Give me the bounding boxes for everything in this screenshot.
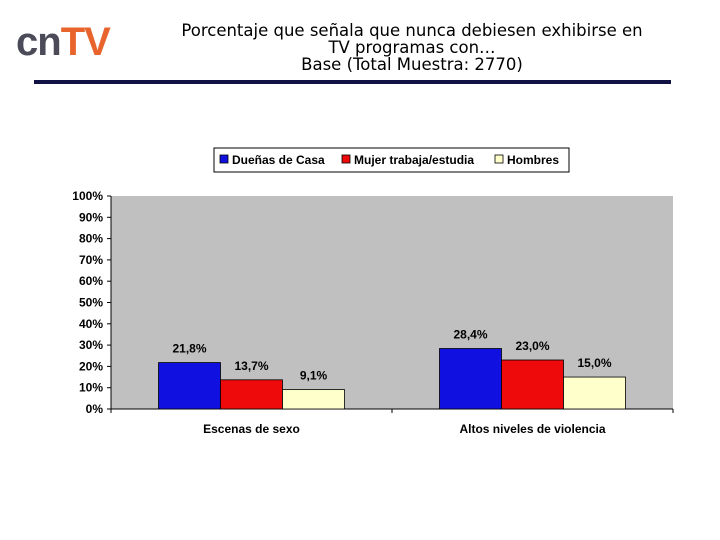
bar xyxy=(220,379,283,410)
title-line-3: Base (Total Muestra: 2770) xyxy=(301,55,523,74)
bar xyxy=(439,348,502,410)
y-tick-label: 70% xyxy=(79,253,103,267)
legend-swatch xyxy=(219,154,229,164)
y-tick-label: 0% xyxy=(86,402,104,416)
legend-label: Dueñas de Casa xyxy=(232,153,325,167)
y-tick-label: 90% xyxy=(79,210,103,224)
y-tick-label: 50% xyxy=(79,296,103,310)
y-tick-label: 10% xyxy=(79,381,103,395)
legend-label: Mujer trabaja/estudia xyxy=(354,153,474,167)
title-line-1: Porcentaje que señala que nunca debiesen… xyxy=(181,21,643,40)
x-category-label: Escenas de sexo xyxy=(203,422,300,436)
data-label: 28,4% xyxy=(453,328,487,342)
bar xyxy=(501,359,564,410)
y-tick-label: 60% xyxy=(79,274,103,288)
y-tick-label: 100% xyxy=(72,189,103,203)
y-tick-label: 80% xyxy=(79,232,103,246)
y-tick-label: 30% xyxy=(79,338,103,352)
legend-swatch xyxy=(494,154,504,164)
x-category-label: Altos niveles de violencia xyxy=(459,422,605,436)
logo-cn: cn xyxy=(16,20,62,64)
title-divider xyxy=(34,80,671,84)
bar xyxy=(282,389,345,410)
legend-swatch xyxy=(341,154,351,164)
data-label: 21,8% xyxy=(172,342,206,356)
logo-tv: TV xyxy=(60,20,111,64)
bar xyxy=(158,362,221,410)
bar xyxy=(563,376,626,410)
y-tick-label: 20% xyxy=(79,359,103,373)
title-line-2: TV programas con… xyxy=(328,38,496,57)
data-label: 13,7% xyxy=(234,359,268,373)
cntv-logo: cnTV xyxy=(16,20,111,64)
data-label: 9,1% xyxy=(300,369,328,383)
data-label: 23,0% xyxy=(515,339,549,353)
page-title: Porcentaje que señala que nunca debiesen… xyxy=(152,22,672,73)
legend-label: Hombres xyxy=(507,153,559,167)
y-tick-label: 40% xyxy=(79,317,103,331)
data-label: 15,0% xyxy=(577,356,611,370)
legend xyxy=(213,147,570,173)
